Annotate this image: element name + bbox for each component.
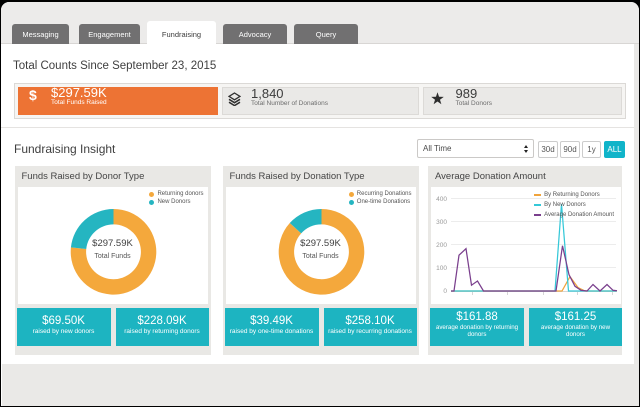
svg-text:200: 200 xyxy=(436,242,447,249)
svg-text:100: 100 xyxy=(436,265,447,272)
svg-text:300: 300 xyxy=(436,219,447,226)
svg-text:0: 0 xyxy=(443,288,447,295)
svg-text:400: 400 xyxy=(436,196,447,203)
